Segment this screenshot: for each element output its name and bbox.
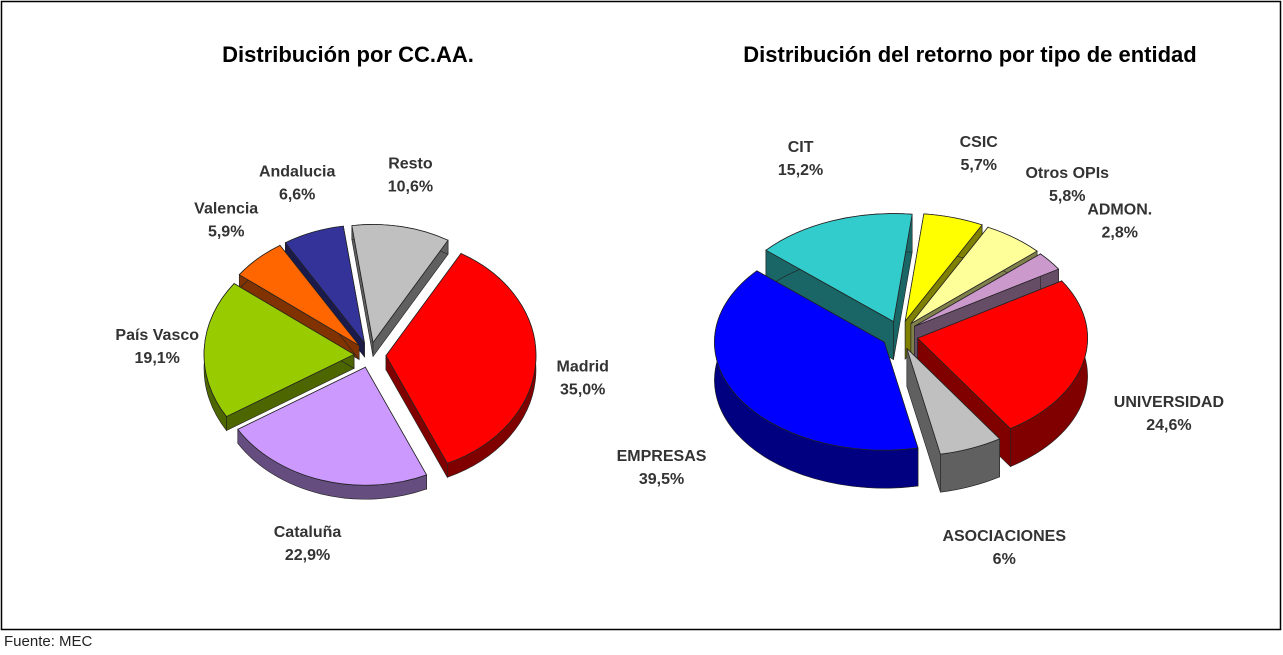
slice-value-label: 15,2% [778,162,823,179]
slice [385,252,537,464]
slice-value-label: 19,1% [135,350,180,367]
slice [765,213,913,323]
slice-value-label: 35,0% [560,382,605,399]
slice [237,366,428,486]
slice-group [714,270,919,489]
slice [203,283,355,418]
frame [0,0,1282,631]
slice-value-label: 5,9% [208,223,244,240]
slice-label: Resto [388,156,433,173]
slice [714,270,919,451]
slice [916,280,1088,430]
slice-label: EMPRESAS [617,448,707,465]
chart-title: Distribución del retorno por tipo de ent… [743,42,1196,67]
slice-group [351,224,449,358]
slice-value-label: 22,9% [285,547,330,564]
slice-label: ASOCIACIONES [942,528,1066,545]
slice-value-label: 10,6% [388,179,433,196]
slice-value-label: 5,7% [961,157,997,174]
chart-title: Distribución por CC.AA. [222,42,474,67]
slice [284,225,365,344]
slice-label: Madrid [556,359,608,376]
slice-value-label: 6,6% [279,186,315,203]
slice-label: CIT [788,139,814,156]
slice-label: ADMON. [1087,201,1152,218]
slice-group [916,280,1088,468]
slice-group [237,366,428,500]
slice-value-label: 6% [993,551,1016,568]
slice-value-label: 24,6% [1146,417,1191,434]
slice [904,213,983,322]
slice-value-label: 2,8% [1102,224,1138,241]
slice-label: Valencia [194,200,258,217]
slice-group [906,347,1001,493]
slice-label: CSIC [960,134,999,151]
slice-group [238,244,360,361]
slice-label: País Vasco [115,327,199,344]
slice-label: UNIVERSIDAD [1114,394,1224,411]
slice [238,244,360,346]
slice [351,224,449,344]
slice [906,348,1001,455]
slice-group [385,252,537,479]
slice-value-label: 39,5% [639,471,684,488]
slice-value-label: 5,8% [1049,188,1085,205]
slice-label: Cataluña [274,524,342,541]
source-note: Fuente: MEC [4,633,93,650]
slice [914,253,1060,327]
slice-label: Otros OPIs [1025,165,1109,182]
slice-group [203,282,355,432]
slice [910,226,1038,324]
slice-label: Andalucia [259,163,336,180]
